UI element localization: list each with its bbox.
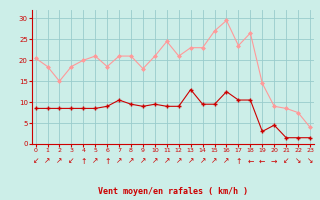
Text: →: → — [271, 156, 277, 166]
Text: ↗: ↗ — [199, 156, 206, 166]
Text: ↑: ↑ — [104, 156, 110, 166]
Text: Vent moyen/en rafales ( km/h ): Vent moyen/en rafales ( km/h ) — [98, 188, 248, 196]
Text: ←: ← — [247, 156, 253, 166]
Text: ↗: ↗ — [44, 156, 51, 166]
Text: ↘: ↘ — [307, 156, 313, 166]
Text: ↙: ↙ — [283, 156, 289, 166]
Text: ↗: ↗ — [164, 156, 170, 166]
Text: ↗: ↗ — [188, 156, 194, 166]
Text: ↗: ↗ — [140, 156, 146, 166]
Text: ↘: ↘ — [295, 156, 301, 166]
Text: ↗: ↗ — [92, 156, 99, 166]
Text: ←: ← — [259, 156, 266, 166]
Text: ↙: ↙ — [32, 156, 39, 166]
Text: ↗: ↗ — [176, 156, 182, 166]
Text: ↗: ↗ — [116, 156, 122, 166]
Text: ↗: ↗ — [152, 156, 158, 166]
Text: ↑: ↑ — [235, 156, 242, 166]
Text: ↑: ↑ — [80, 156, 86, 166]
Text: ↙: ↙ — [68, 156, 75, 166]
Text: ↗: ↗ — [212, 156, 218, 166]
Text: ↗: ↗ — [128, 156, 134, 166]
Text: ↗: ↗ — [56, 156, 63, 166]
Text: ↗: ↗ — [223, 156, 230, 166]
